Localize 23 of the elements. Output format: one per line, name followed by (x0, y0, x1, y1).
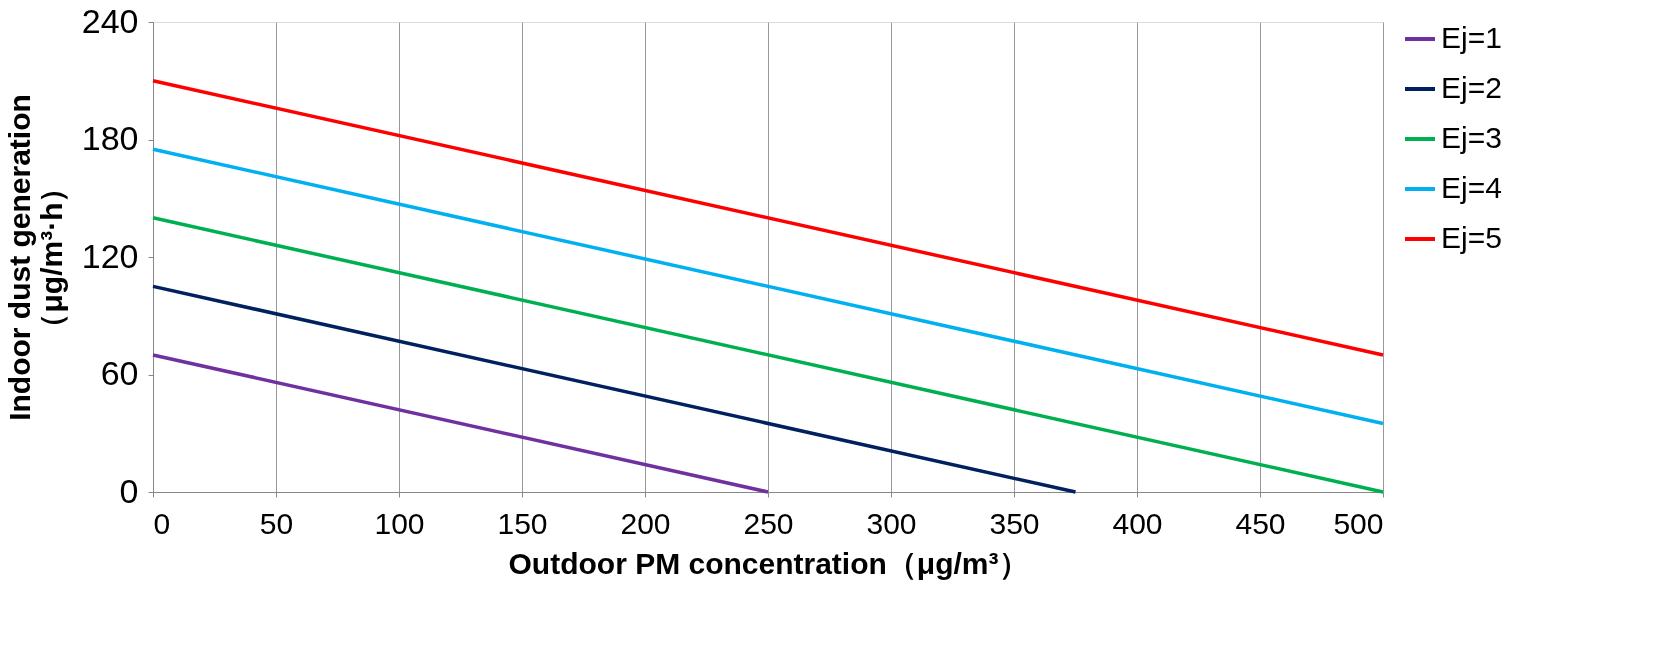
x-tick-label: 200 (620, 506, 671, 540)
legend-label: Ej=1 (1441, 21, 1502, 54)
y-tick-label: 180 (81, 119, 139, 157)
legend-label: Ej=2 (1441, 71, 1502, 104)
x-axis-title: Outdoor PM concentration（μg/m³） (508, 546, 1029, 580)
y-tick-label: 240 (81, 1, 139, 40)
x-tick-label: 50 (259, 506, 294, 540)
y-axis-title: Indoor dust generation （μg/m³·h） (2, 94, 68, 421)
x-tick-label: 250 (743, 506, 794, 540)
x-tick-label: 150 (497, 506, 548, 540)
x-tick-label: 350 (989, 506, 1040, 540)
x-tick-label: 300 (866, 506, 917, 540)
x-tick-label: 450 (1235, 506, 1286, 540)
legend-label: Ej=5 (1441, 221, 1502, 254)
y-tick-label: 60 (100, 354, 139, 392)
x-tick-label: 0 (153, 506, 171, 540)
x-tick-label: 400 (1112, 506, 1163, 540)
legend-label: Ej=3 (1441, 121, 1502, 154)
y-tick-label: 120 (81, 236, 139, 275)
y-tick-label: 0 (119, 471, 139, 510)
legend-label: Ej=4 (1441, 171, 1502, 204)
x-tick-label: 100 (374, 506, 425, 540)
x-tick-label: 500 (1333, 506, 1384, 540)
